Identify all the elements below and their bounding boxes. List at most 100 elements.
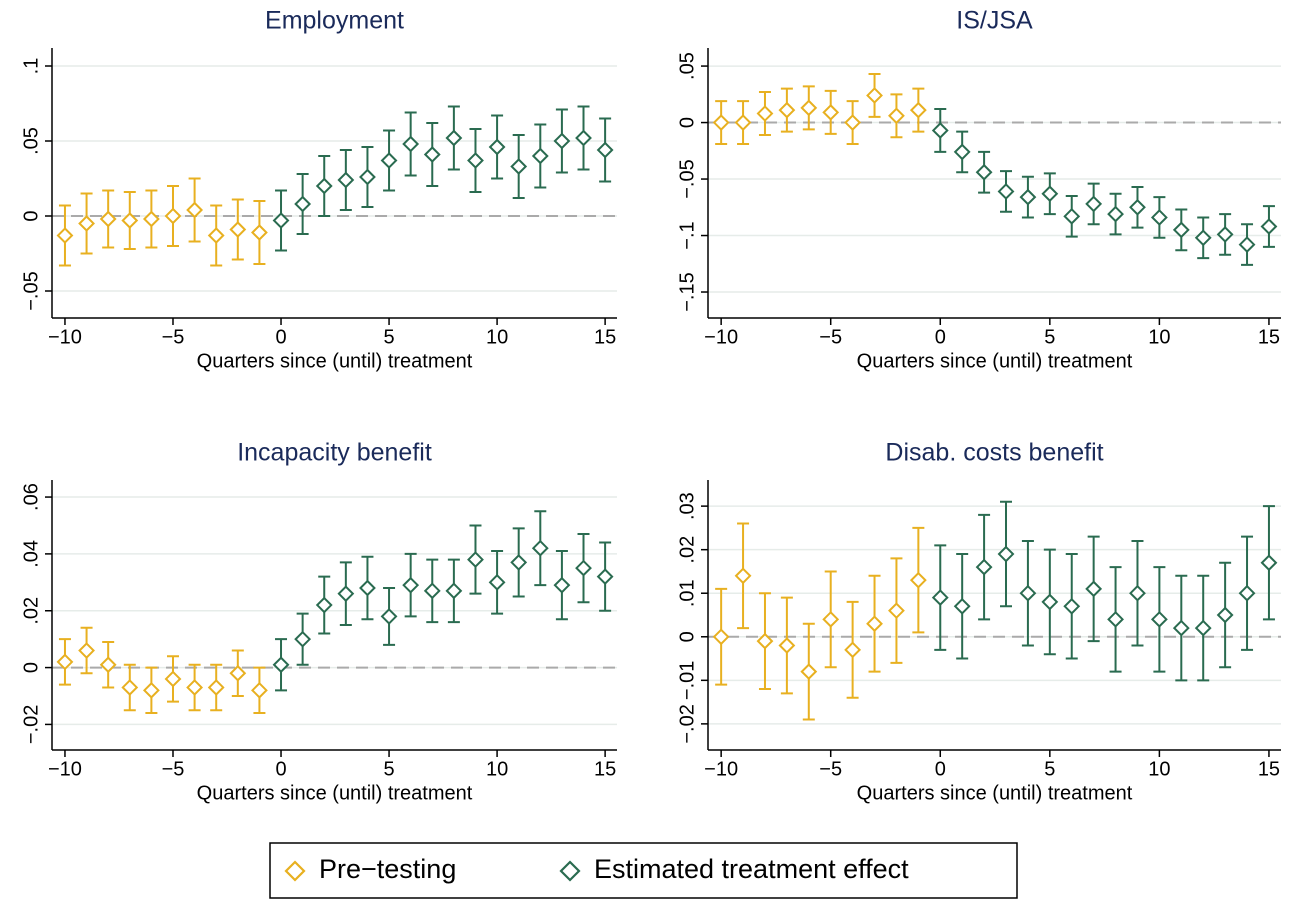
marker bbox=[315, 177, 333, 195]
marker bbox=[272, 656, 290, 674]
marker bbox=[1216, 225, 1234, 243]
marker bbox=[997, 183, 1015, 200]
y-tick-label: .05 bbox=[20, 127, 42, 155]
marker bbox=[510, 158, 528, 175]
marker bbox=[510, 554, 528, 571]
marker bbox=[778, 101, 796, 119]
marker bbox=[1238, 584, 1256, 602]
marker bbox=[953, 597, 971, 615]
marker bbox=[337, 585, 355, 603]
marker bbox=[207, 679, 225, 696]
y-tick-label: 0 bbox=[20, 210, 42, 221]
marker bbox=[78, 215, 95, 232]
y-tick-label: .02 bbox=[20, 597, 42, 625]
legend-box bbox=[269, 842, 1018, 899]
marker bbox=[844, 114, 862, 131]
x-tick-label: 15 bbox=[1258, 326, 1280, 348]
marker bbox=[1063, 597, 1081, 615]
x-tick-label: 5 bbox=[383, 758, 394, 780]
marker bbox=[380, 152, 398, 169]
legend-marker bbox=[559, 860, 581, 882]
marker bbox=[294, 630, 312, 648]
y-tick-label: −.02 bbox=[676, 704, 698, 743]
y-tick-label: .03 bbox=[676, 492, 698, 520]
marker bbox=[121, 212, 139, 229]
marker bbox=[121, 679, 139, 696]
marker bbox=[1172, 221, 1190, 239]
x-tick-label: 5 bbox=[1044, 758, 1055, 780]
legend-marker bbox=[284, 860, 306, 882]
marker bbox=[756, 105, 774, 122]
marker bbox=[1260, 218, 1278, 235]
marker bbox=[1107, 610, 1124, 628]
y-tick-label: −.15 bbox=[676, 272, 698, 311]
marker bbox=[99, 210, 117, 228]
x-tick-label: 0 bbox=[275, 758, 286, 780]
marker bbox=[734, 567, 752, 585]
marker bbox=[888, 107, 905, 125]
x-tick-label: −10 bbox=[48, 758, 82, 780]
y-tick-label: −.02 bbox=[20, 705, 42, 744]
x-tick-label: −5 bbox=[819, 758, 842, 780]
marker bbox=[1194, 619, 1212, 637]
marker bbox=[531, 539, 549, 557]
y-tick-label: .04 bbox=[20, 540, 42, 568]
marker bbox=[1216, 606, 1234, 624]
marker bbox=[229, 221, 247, 238]
x-tick-label: 0 bbox=[935, 326, 946, 348]
marker bbox=[909, 571, 927, 589]
marker bbox=[1129, 584, 1146, 602]
marker bbox=[1019, 188, 1037, 206]
marker bbox=[800, 663, 818, 681]
x-axis-label: Quarters since (until) treatment bbox=[197, 350, 473, 372]
x-tick-label: 0 bbox=[935, 758, 946, 780]
y-tick-label: −.1 bbox=[676, 221, 698, 249]
marker bbox=[142, 681, 160, 699]
x-tick-label: 15 bbox=[594, 758, 616, 780]
marker bbox=[402, 576, 420, 594]
marker bbox=[251, 681, 268, 699]
marker bbox=[712, 628, 730, 646]
x-tick-label: −10 bbox=[704, 758, 738, 780]
marker bbox=[888, 602, 905, 620]
marker bbox=[359, 579, 376, 597]
marker bbox=[575, 129, 592, 147]
chart-title: IS/JSA bbox=[956, 7, 1033, 35]
marker bbox=[186, 201, 204, 219]
y-tick-label: .02 bbox=[676, 536, 698, 564]
marker bbox=[822, 103, 840, 121]
marker bbox=[1041, 593, 1059, 611]
marker bbox=[909, 101, 927, 119]
marker bbox=[423, 582, 441, 600]
x-tick-label: 15 bbox=[1258, 758, 1280, 780]
marker bbox=[445, 582, 463, 600]
marker bbox=[1107, 205, 1124, 223]
chart-title: Incapacity benefit bbox=[237, 439, 432, 467]
marker bbox=[1150, 610, 1168, 628]
marker bbox=[380, 608, 398, 625]
marker bbox=[272, 212, 290, 229]
marker bbox=[488, 573, 506, 591]
marker bbox=[229, 664, 247, 682]
marker bbox=[975, 163, 993, 181]
y-tick-label: −.05 bbox=[676, 159, 698, 198]
x-tick-label: −5 bbox=[162, 758, 185, 780]
y-tick-label: −.01 bbox=[676, 661, 698, 700]
marker bbox=[467, 152, 484, 169]
marker bbox=[756, 632, 774, 650]
marker bbox=[294, 195, 312, 213]
marker bbox=[56, 227, 74, 244]
marker bbox=[1194, 229, 1212, 247]
y-tick-label: .05 bbox=[676, 52, 698, 80]
marker bbox=[402, 135, 420, 153]
x-axis-label: Quarters since (until) treatment bbox=[857, 782, 1133, 804]
marker bbox=[531, 147, 549, 165]
marker bbox=[975, 558, 993, 576]
marker bbox=[596, 141, 614, 159]
x-tick-label: 10 bbox=[486, 326, 508, 348]
marker bbox=[1085, 195, 1103, 213]
x-tick-label: 15 bbox=[594, 326, 616, 348]
y-tick-label: .01 bbox=[676, 579, 698, 607]
chart-title: Employment bbox=[265, 7, 404, 35]
